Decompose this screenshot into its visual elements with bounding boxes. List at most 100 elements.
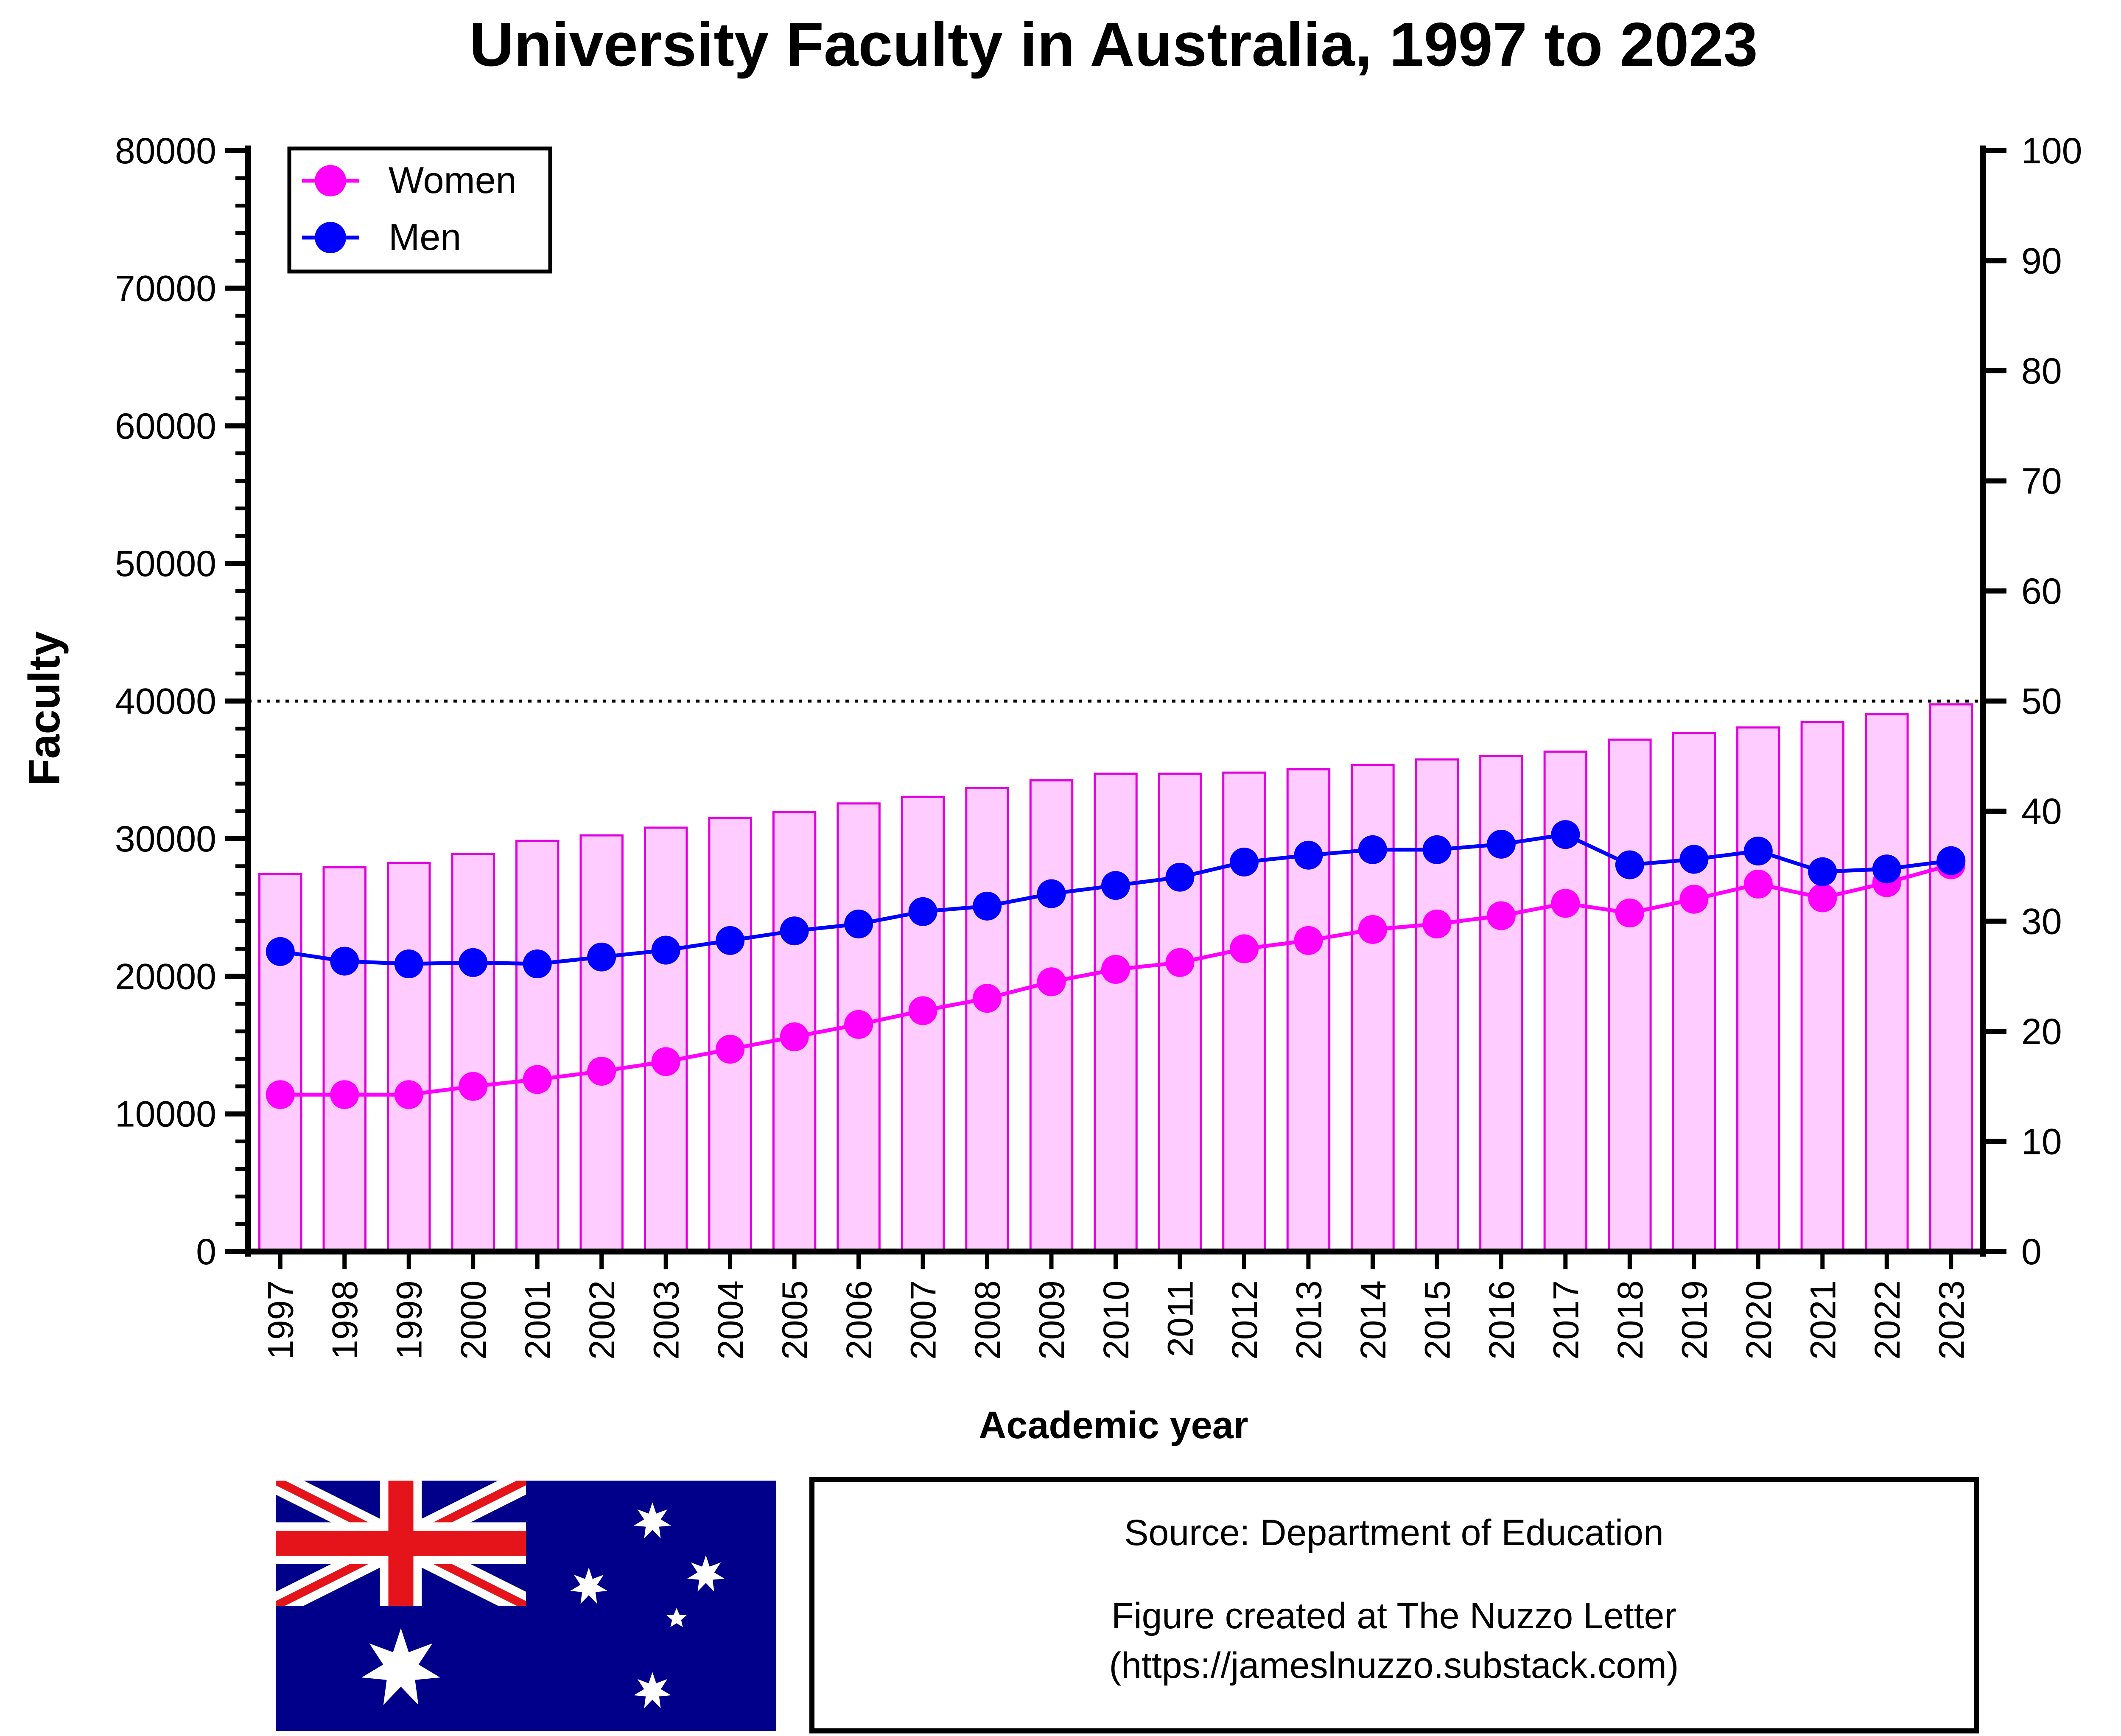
bar (1029, 779, 1074, 1253)
y-tick-label-right: 0 (2021, 1232, 2042, 1272)
point-women (523, 1065, 552, 1094)
point-women (908, 996, 937, 1025)
x-tick-label: 2004 (711, 1280, 750, 1360)
x-tick-label: 2013 (1289, 1280, 1329, 1360)
y-tick-label-left: 80000 (115, 131, 216, 171)
legend-label-men: Men (389, 216, 461, 258)
star-icon (666, 1608, 687, 1627)
bar (1800, 721, 1845, 1253)
point-women (1294, 926, 1323, 955)
y-tick-label-right: 20 (2021, 1011, 2062, 1052)
x-tick-label: 2000 (453, 1280, 493, 1360)
point-women (1551, 889, 1580, 918)
commonwealth-star-icon (361, 1628, 440, 1705)
bar (1222, 771, 1266, 1253)
point-men (1294, 840, 1323, 870)
point-men (780, 916, 809, 946)
point-men (587, 942, 616, 972)
point-men (651, 935, 680, 965)
bar (322, 866, 367, 1253)
union-jack-icon (276, 1481, 526, 1606)
bar (515, 840, 560, 1253)
point-women (1165, 948, 1195, 977)
y-tick-label-right: 80 (2021, 351, 2062, 392)
star-icon (570, 1568, 607, 1604)
x-tick-label: 1997 (261, 1280, 301, 1360)
point-men (1743, 837, 1773, 866)
bar (1608, 738, 1652, 1253)
point-women (716, 1035, 745, 1064)
x-tick-label: 2016 (1482, 1280, 1522, 1360)
x-tick-label: 1999 (389, 1280, 429, 1360)
bar (1158, 773, 1202, 1253)
point-women (780, 1022, 809, 1051)
x-tick-label: 2010 (1096, 1280, 1136, 1360)
chart-title: University Faculty in Australia, 1997 to… (469, 10, 1758, 79)
x-tick-label: 2018 (1610, 1280, 1650, 1360)
point-men (716, 926, 745, 955)
plot-area: 0100002000030000400005000060000700008000… (115, 131, 2082, 1360)
legend-label-women: Women (389, 159, 517, 201)
bar (1865, 713, 1909, 1253)
y-tick-label-left: 70000 (115, 268, 216, 309)
y-tick-label-right: 100 (2021, 131, 2082, 171)
point-women (1037, 967, 1066, 997)
point-men (1101, 871, 1130, 900)
point-men (908, 897, 937, 926)
point-women (844, 1010, 873, 1039)
x-tick-label: 2023 (1931, 1280, 1971, 1360)
y-axis-left-ticks: 0 10000 20000 30000 40000 50000 60000 70000 8000… (115, 131, 248, 1272)
source-text: Source: Department of Education (1124, 1512, 1664, 1553)
credit-text-line2: (https://jameslnuzzo.substack.com) (1109, 1645, 1679, 1686)
bar (1286, 768, 1331, 1253)
y-axis-right-ticks: 0 10 20 30 40 50 60 70 80 90 100 (1983, 131, 2082, 1272)
star-icon (634, 1502, 671, 1539)
point-men (330, 946, 359, 976)
point-men (523, 949, 552, 979)
point-men (1551, 820, 1580, 849)
x-tick-label: 2021 (1803, 1280, 1843, 1360)
x-tick-label: 2003 (646, 1280, 686, 1360)
x-tick-label: 2015 (1417, 1280, 1457, 1360)
y-axis-right-label: % women (2115, 594, 2121, 798)
point-men (1936, 846, 1966, 875)
y-tick-label-left: 60000 (115, 406, 216, 447)
point-women (1486, 901, 1516, 930)
point-women (1422, 909, 1452, 938)
bar (644, 826, 688, 1253)
point-women (587, 1057, 616, 1086)
source-box-border (809, 1477, 1979, 1733)
x-tick-label: 2022 (1867, 1280, 1907, 1360)
legend-marker-men (315, 222, 346, 253)
point-women (1743, 869, 1773, 899)
bar (579, 834, 624, 1253)
point-men (1037, 879, 1066, 908)
series-men (266, 820, 1966, 979)
point-men (1486, 829, 1516, 859)
series-women (266, 850, 1966, 1109)
y-tick-label-left: 30000 (115, 819, 216, 860)
point-women (266, 1080, 295, 1109)
legend: Women Men (287, 146, 552, 274)
x-tick-label: 2005 (775, 1280, 815, 1360)
point-men (266, 937, 295, 966)
y-tick-label-left: 50000 (115, 543, 216, 584)
bar (1672, 732, 1716, 1253)
y-tick-label-left: 40000 (115, 681, 216, 722)
x-tick-label: 2014 (1353, 1280, 1393, 1360)
y-tick-label-right: 60 (2021, 571, 2062, 612)
point-women (651, 1047, 680, 1076)
point-women (1358, 915, 1387, 944)
x-tick-label: 1998 (325, 1280, 365, 1360)
bar (386, 862, 431, 1253)
flag-stars (361, 1502, 725, 1708)
point-men (1615, 850, 1644, 879)
point-men (1872, 854, 1901, 884)
point-women (1679, 885, 1709, 914)
point-women (1101, 955, 1130, 984)
x-tick-label: 2011 (1160, 1280, 1200, 1357)
bar (258, 873, 302, 1253)
x-tick-label: 2001 (518, 1280, 558, 1360)
